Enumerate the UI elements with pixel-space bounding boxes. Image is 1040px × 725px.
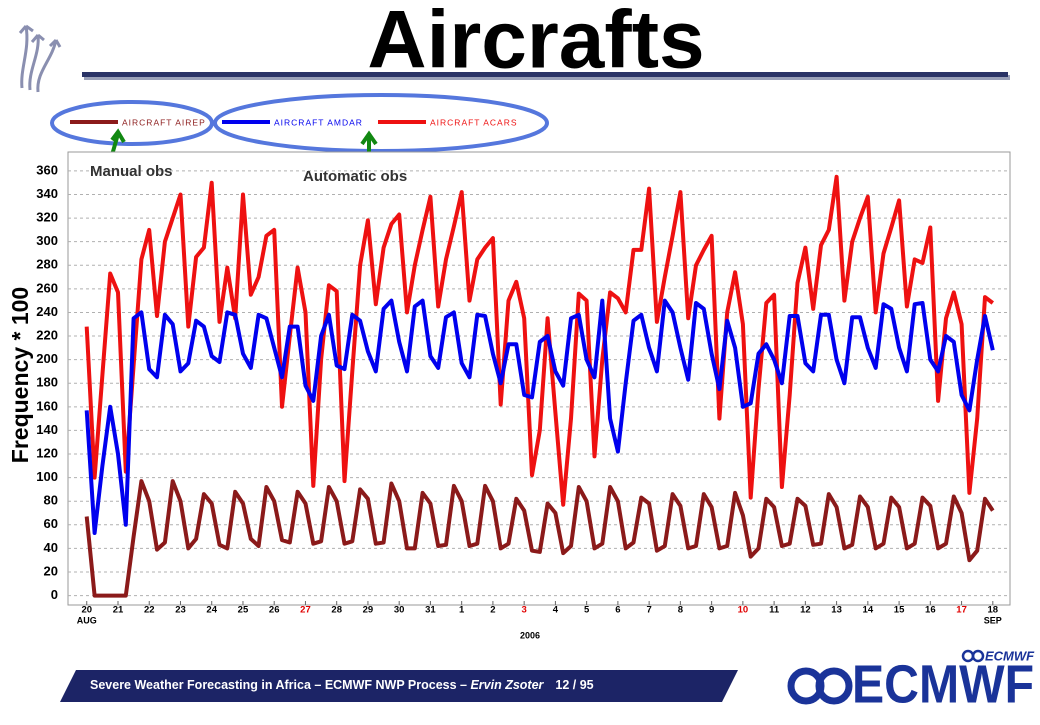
footer-page: 12 / 95 [555, 678, 593, 692]
logo-arrow [36, 38, 62, 93]
logo-circle [971, 649, 985, 663]
y-tick-label: 220 [36, 327, 58, 342]
legend-label: AIRCRAFT ACARS [430, 117, 518, 127]
x-tick-label: 3 [522, 605, 527, 616]
x-tick-label: 25 [238, 605, 249, 616]
highlight-ellipse [213, 93, 549, 153]
x-tick-label: 2 [490, 605, 495, 616]
y-tick-label: 260 [36, 280, 58, 295]
logo-text-small: ECMWF [985, 648, 1035, 663]
x-tick-label: 28 [331, 605, 342, 616]
x-axis-label: 2006 [520, 630, 540, 640]
title-bar [82, 72, 1008, 77]
y-tick-label: 200 [36, 351, 58, 366]
labels: 0204060801001201401601802002202402602803… [36, 117, 1002, 625]
y-tick-label: 320 [36, 210, 58, 225]
logo-arrow [18, 24, 34, 89]
x-tick-label: 14 [863, 605, 874, 616]
x-tick-label: 15 [894, 605, 905, 616]
x-tick-label: 7 [646, 605, 651, 616]
y-tick-label: 100 [36, 469, 58, 484]
y-tick-label: 280 [36, 257, 58, 272]
corner-logo [18, 24, 62, 93]
x-tick-label: 8 [678, 605, 683, 616]
title-bar-shadow [84, 75, 1010, 80]
highlight-ellipse [50, 100, 214, 146]
slide-title: Aircrafts [367, 0, 704, 86]
month-label: AUG [77, 615, 97, 625]
y-tick-label: 60 [44, 516, 58, 531]
x-tick-label: 18 [988, 605, 999, 616]
legend-label: AIRCRAFT AIREP [122, 117, 206, 127]
x-tick-label: 26 [269, 605, 280, 616]
series-line [84, 174, 995, 507]
ecmwf-logo-large [787, 667, 853, 705]
footer-bar [60, 670, 738, 702]
y-tick-label: 160 [36, 398, 58, 413]
x-tick-label: 20 [81, 605, 92, 616]
x-tick-label: 17 [956, 605, 967, 616]
x-tick-label: 1 [459, 605, 465, 616]
month-label: SEP [984, 615, 1002, 625]
y-tick-label: 340 [36, 186, 58, 201]
x-tick-label: 5 [584, 605, 590, 616]
series-line [84, 479, 995, 598]
y-tick-label: 300 [36, 233, 58, 248]
x-tick-label: 11 [769, 605, 780, 616]
ecmwf-logo-small [961, 649, 985, 663]
legend-label: AIRCRAFT AMDAR [274, 117, 363, 127]
x-tick-label: 16 [925, 605, 936, 616]
y-tick-label: 240 [36, 304, 58, 319]
x-tick-label: 10 [738, 605, 749, 616]
x-tick-label: 21 [113, 605, 124, 616]
x-tick-label: 29 [363, 605, 374, 616]
x-tick-label: 30 [394, 605, 405, 616]
x-tick-label: 27 [300, 605, 311, 616]
x-tick-label: 23 [175, 605, 186, 616]
y-tick-label: 80 [44, 493, 58, 508]
y-tick-label: 180 [36, 375, 58, 390]
y-tick-label: 140 [36, 422, 58, 437]
logo-arrow [28, 33, 45, 91]
lines [84, 174, 995, 598]
series-line [84, 298, 995, 535]
x-tick-label: 13 [831, 605, 842, 616]
y-tick-label: 0 [51, 587, 58, 602]
footer-title: Severe Weather Forecasting in Africa – E… [90, 678, 470, 692]
annotation: Automatic obs [303, 168, 407, 185]
x-tick-label: 9 [709, 605, 714, 616]
x-tick-label: 31 [425, 605, 436, 616]
x-tick-label: 6 [615, 605, 620, 616]
footer-text: Severe Weather Forecasting in Africa – E… [90, 678, 594, 692]
y-tick-label: 40 [44, 540, 58, 555]
y-tick-label: 360 [36, 162, 58, 177]
footer-author: Ervin Zsoter [470, 678, 544, 692]
y-axis-label: Frequency * 100 [7, 287, 33, 463]
x-tick-label: 4 [553, 605, 559, 616]
logo-text-large: ECMWF [852, 654, 1034, 714]
x-tick-label: 22 [144, 605, 155, 616]
logo-circle [815, 667, 853, 705]
annotation: Manual obs [90, 163, 173, 180]
x-tick-label: 24 [206, 605, 217, 616]
y-tick-label: 120 [36, 445, 58, 460]
y-tick-label: 20 [44, 563, 58, 578]
x-tick-label: 12 [800, 605, 811, 616]
